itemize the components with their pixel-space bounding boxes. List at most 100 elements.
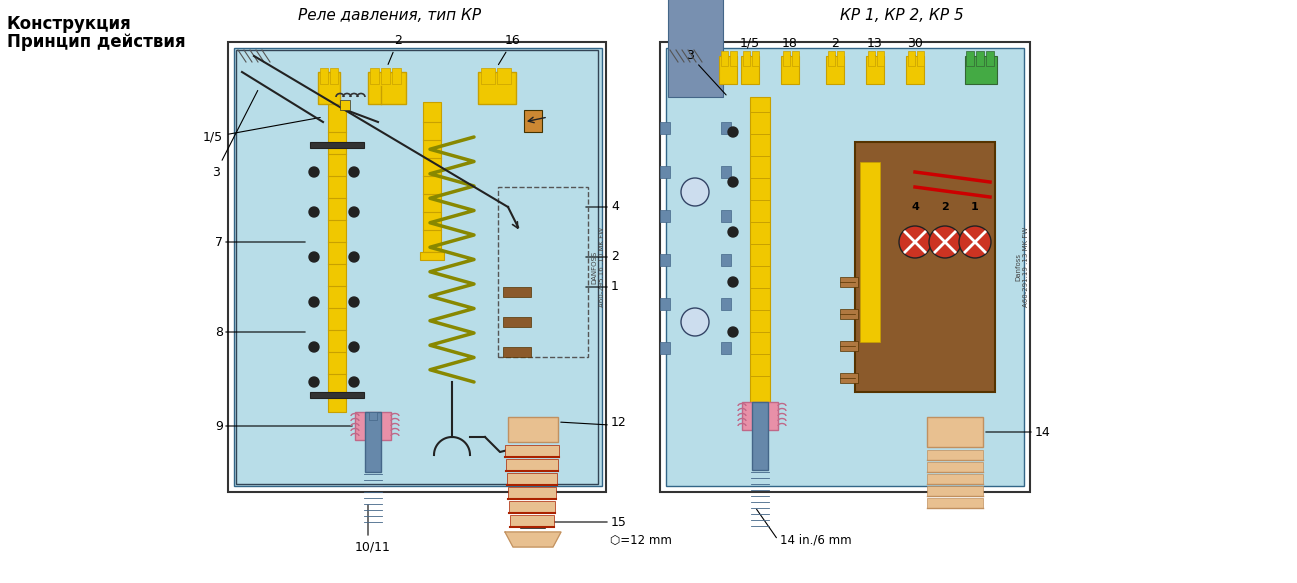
- Bar: [660, 254, 671, 266]
- Bar: [368, 72, 406, 104]
- Bar: [503, 317, 530, 327]
- Bar: [750, 97, 770, 402]
- Bar: [497, 68, 511, 84]
- Bar: [508, 487, 556, 499]
- Bar: [236, 50, 598, 484]
- Text: 1/5: 1/5: [202, 118, 320, 143]
- Text: 2: 2: [831, 37, 839, 69]
- Bar: [508, 417, 558, 442]
- Bar: [481, 68, 495, 84]
- Bar: [364, 412, 381, 472]
- Circle shape: [349, 207, 359, 217]
- Bar: [328, 102, 346, 412]
- Bar: [730, 51, 737, 66]
- Text: 7: 7: [215, 236, 223, 248]
- Text: КР 1, КР 2, КР 5: КР 1, КР 2, КР 5: [840, 8, 964, 23]
- Bar: [792, 51, 799, 66]
- Bar: [310, 392, 364, 398]
- Bar: [826, 56, 844, 84]
- Text: 13: 13: [868, 37, 883, 69]
- Text: 8: 8: [215, 325, 223, 339]
- Circle shape: [309, 252, 319, 262]
- Circle shape: [728, 227, 738, 237]
- Bar: [370, 68, 379, 84]
- Bar: [392, 68, 401, 84]
- Bar: [837, 51, 844, 66]
- Text: 4: 4: [910, 202, 920, 212]
- Text: 14: 14: [1035, 426, 1051, 438]
- Text: Конструкция: Конструкция: [6, 15, 132, 33]
- Text: 4: 4: [611, 201, 619, 213]
- Bar: [927, 474, 983, 484]
- Text: DANFOSS
A60-295.16 .10 MK FW: DANFOSS A60-295.16 .10 MK FW: [591, 227, 604, 307]
- Bar: [721, 166, 732, 178]
- Text: ~: ~: [530, 513, 546, 531]
- Bar: [423, 102, 441, 252]
- Bar: [927, 498, 983, 508]
- Bar: [503, 287, 530, 297]
- Bar: [660, 342, 671, 354]
- Text: 1/5: 1/5: [739, 37, 760, 69]
- Bar: [420, 252, 444, 260]
- Bar: [381, 68, 390, 84]
- Bar: [508, 501, 555, 513]
- Bar: [329, 68, 339, 84]
- Bar: [827, 51, 835, 66]
- Circle shape: [728, 277, 738, 287]
- Circle shape: [728, 177, 738, 187]
- Bar: [719, 56, 737, 84]
- Bar: [660, 42, 1030, 492]
- Bar: [927, 462, 983, 472]
- Text: 3: 3: [213, 90, 258, 178]
- Bar: [721, 254, 732, 266]
- Bar: [781, 56, 799, 84]
- Circle shape: [349, 377, 359, 387]
- Circle shape: [309, 377, 319, 387]
- Text: 1: 1: [611, 280, 619, 293]
- Bar: [927, 450, 983, 460]
- Text: 1: 1: [971, 202, 979, 212]
- Bar: [840, 373, 859, 383]
- Bar: [310, 142, 364, 148]
- Bar: [868, 51, 875, 66]
- Text: 2: 2: [611, 251, 619, 264]
- Bar: [877, 51, 885, 66]
- Bar: [927, 417, 983, 447]
- Circle shape: [929, 226, 961, 258]
- Circle shape: [309, 297, 319, 307]
- Bar: [503, 347, 530, 357]
- Text: 16: 16: [498, 34, 521, 65]
- Bar: [966, 51, 974, 66]
- Text: 14 in./6 mm: 14 in./6 mm: [779, 533, 852, 546]
- Circle shape: [349, 167, 359, 177]
- Bar: [986, 51, 994, 66]
- Bar: [507, 473, 556, 485]
- Polygon shape: [505, 532, 562, 547]
- Bar: [505, 445, 559, 457]
- Circle shape: [899, 226, 931, 258]
- Bar: [498, 187, 588, 357]
- Bar: [907, 56, 923, 84]
- Bar: [741, 56, 759, 84]
- Circle shape: [309, 167, 319, 177]
- Bar: [721, 342, 732, 354]
- Bar: [318, 72, 340, 104]
- Bar: [524, 110, 542, 132]
- Text: 18: 18: [782, 37, 798, 69]
- Circle shape: [309, 207, 319, 217]
- Text: 10/11: 10/11: [355, 540, 390, 553]
- Bar: [340, 100, 350, 110]
- Bar: [752, 51, 759, 66]
- Bar: [506, 459, 558, 471]
- Text: Реле давления, тип КР: Реле давления, тип КР: [298, 8, 481, 23]
- Text: 15: 15: [611, 515, 626, 529]
- Circle shape: [309, 342, 319, 352]
- Bar: [721, 122, 732, 134]
- Bar: [965, 56, 997, 84]
- Bar: [660, 210, 671, 222]
- Circle shape: [728, 327, 738, 337]
- Text: 3: 3: [686, 49, 726, 95]
- Bar: [840, 277, 859, 287]
- Circle shape: [681, 308, 709, 336]
- Circle shape: [728, 127, 738, 137]
